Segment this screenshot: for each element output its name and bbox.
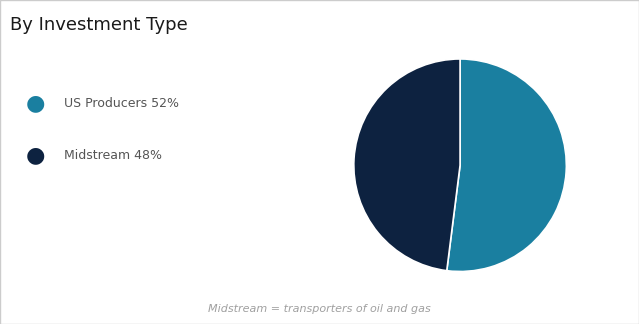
Text: By Investment Type: By Investment Type [10,16,187,34]
Text: Midstream = transporters of oil and gas: Midstream = transporters of oil and gas [208,304,431,314]
Text: US Producers 52%: US Producers 52% [64,97,179,110]
Wedge shape [447,59,566,272]
Wedge shape [354,59,460,271]
Text: Midstream 48%: Midstream 48% [64,149,162,162]
Text: ●: ● [26,94,45,114]
Text: ●: ● [26,145,45,166]
